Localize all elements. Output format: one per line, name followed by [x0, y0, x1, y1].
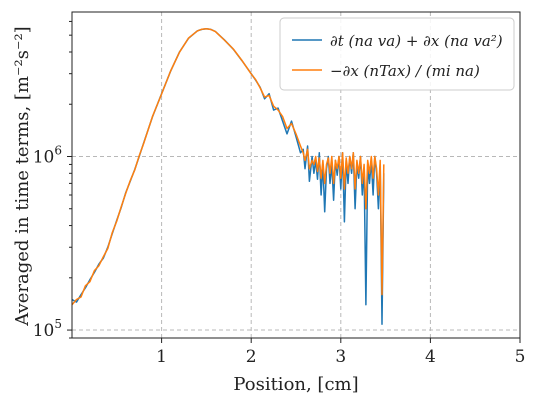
- x-axis: 1 2 3 4 5: [156, 338, 525, 367]
- y-axis: 105 106: [33, 20, 72, 341]
- x-tick-label: 3: [335, 347, 346, 367]
- plot-frame: [71, 11, 521, 339]
- legend-box: [279, 17, 515, 91]
- x-tick-label: 1: [156, 347, 167, 367]
- y-axis-label: Averaged in time terms, [m⁻²s⁻²]: [12, 26, 33, 326]
- x-tick-label: 5: [515, 347, 526, 367]
- y-tick-label: 106: [33, 143, 62, 167]
- legend: ∂t (na va) + ∂x (na va²) −∂x (nTax) / (m…: [279, 17, 515, 91]
- x-tick-label: 4: [425, 347, 436, 367]
- legend-label-1: −∂x (nTax) / (mi na): [330, 62, 480, 80]
- series-line-1: [71, 28, 385, 306]
- series-layer: [71, 27, 385, 326]
- legend-label-0: ∂t (na va) + ∂x (na va²): [330, 32, 503, 50]
- y-tick-label: 105: [33, 317, 62, 341]
- x-tick-label: 2: [246, 347, 257, 367]
- x-axis-label: Position, [cm]: [233, 374, 358, 395]
